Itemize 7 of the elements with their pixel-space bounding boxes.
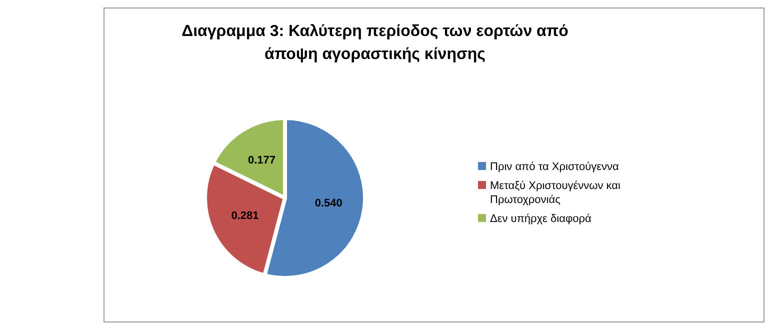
legend-label: Μεταξύ Χριστουγέννων και Πρωτοχρονιάς [490, 180, 622, 206]
data-label: 0.281 [231, 210, 259, 222]
legend-label: Δεν υπήρχε διαφορά [490, 213, 592, 225]
data-label: 0.177 [248, 154, 276, 167]
data-label: 0.540 [314, 198, 342, 210]
legend-label: Πριν από τα Χριστούγεννα [490, 161, 620, 173]
chart-title: Διαγραμμα 3: Καλύτερη περίοδος των εορτών από άποψη αγοραστικής κίνησης [182, 23, 569, 63]
